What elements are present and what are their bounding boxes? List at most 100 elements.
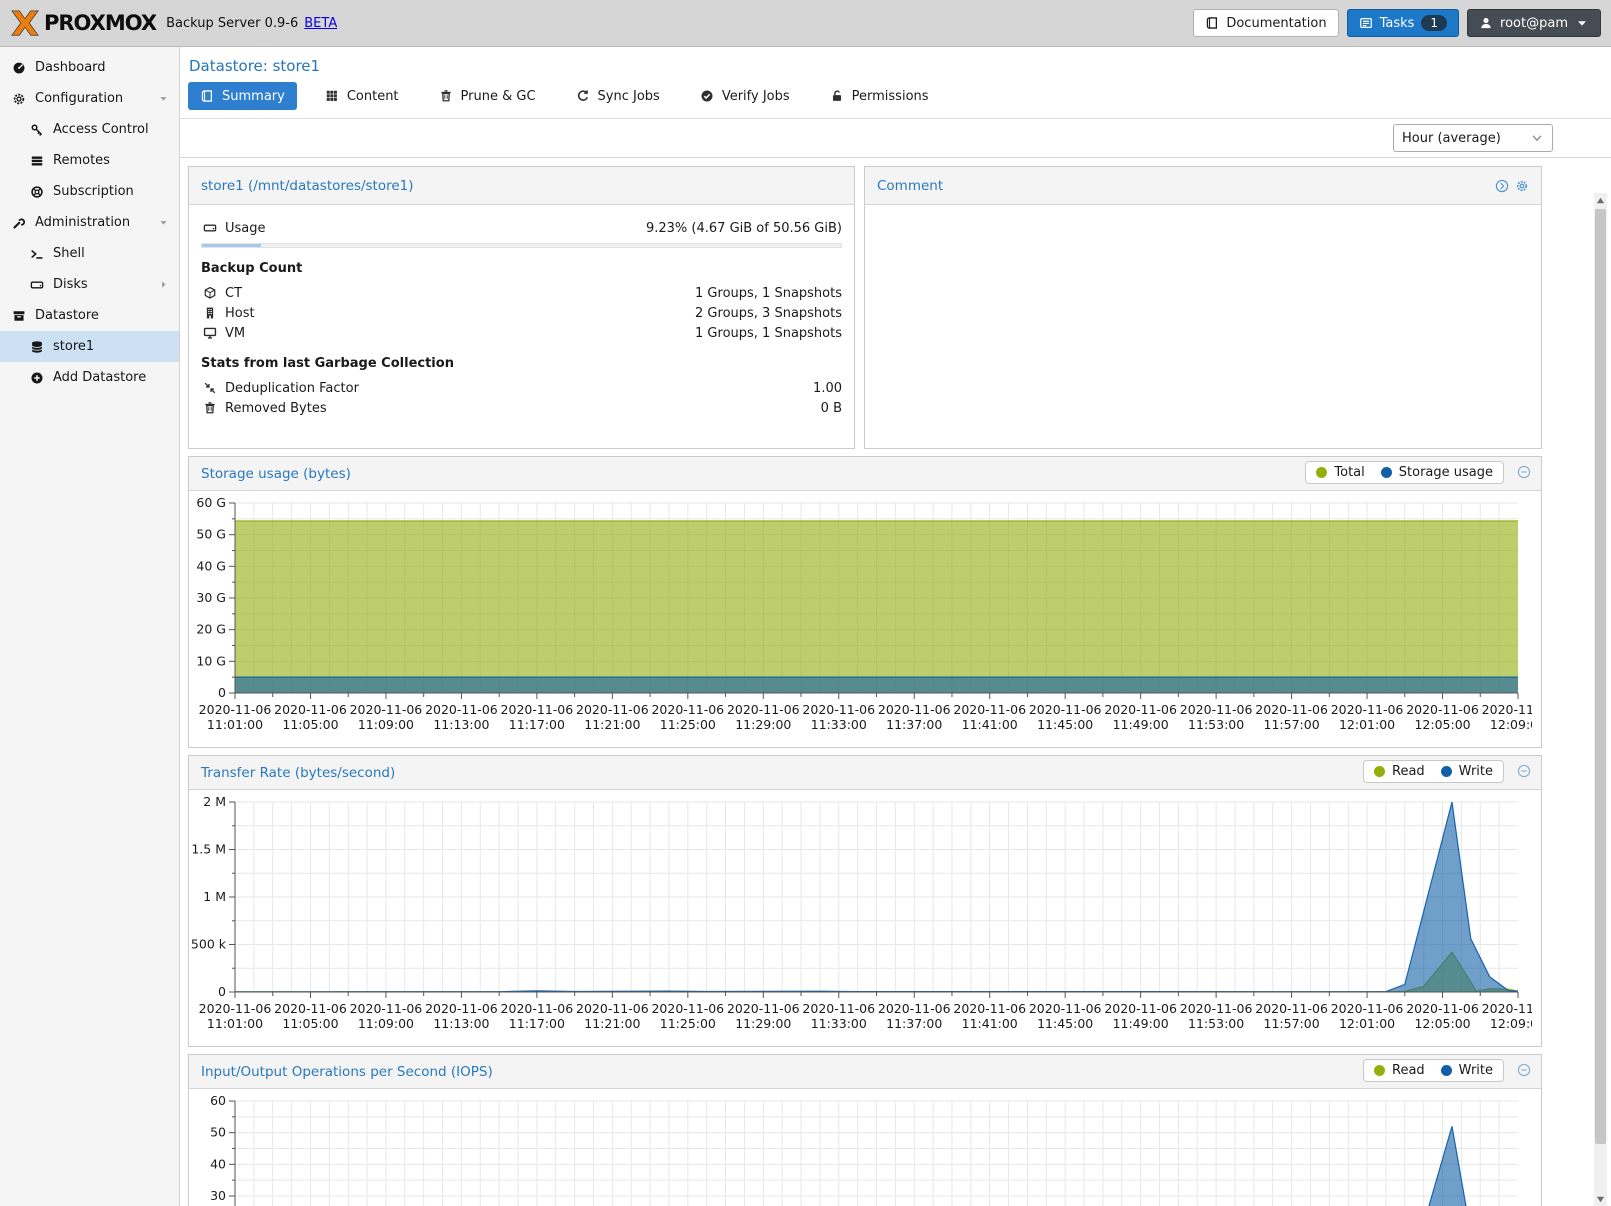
svg-text:11:09:00: 11:09:00: [358, 717, 414, 732]
legend-item[interactable]: Write: [1441, 764, 1493, 779]
svg-text:2020-11-06: 2020-11-06: [1331, 1001, 1404, 1016]
sidebar-nav: Dashboard Configuration Access Control R…: [0, 47, 180, 1206]
svg-text:2 M: 2 M: [203, 794, 226, 809]
legend-item[interactable]: Read: [1374, 1063, 1425, 1078]
iops-title: Input/Output Operations per Second (IOPS…: [201, 1064, 493, 1080]
sidebar-item-label: Configuration: [35, 91, 123, 106]
scrollbar-thumb[interactable]: [1595, 209, 1606, 1144]
chart-legend: Read Write: [1363, 1059, 1504, 1082]
svg-text:2020-11-06: 2020-11-06: [1406, 702, 1479, 717]
svg-text:50: 50: [210, 1125, 226, 1140]
svg-text:12:05:00: 12:05:00: [1414, 1016, 1470, 1031]
tab-verify-jobs[interactable]: Verify Jobs: [688, 82, 802, 110]
beta-link[interactable]: BETA: [304, 16, 337, 31]
tab-content[interactable]: Content: [313, 82, 411, 110]
vertical-scrollbar[interactable]: [1594, 193, 1607, 1206]
chevron-down-icon[interactable]: [158, 93, 169, 104]
gears-icon: [12, 92, 26, 106]
top-bar: PROXMOX Backup Server 0.9-6 BETA Documen…: [0, 0, 1611, 47]
sidebar-item-add-datastore[interactable]: Add Datastore: [0, 362, 179, 393]
svg-text:11:21:00: 11:21:00: [584, 1016, 640, 1031]
svg-text:50 G: 50 G: [196, 527, 226, 542]
legend-item[interactable]: Read: [1374, 764, 1425, 779]
book-icon: [1205, 16, 1219, 30]
circle-minus-icon[interactable]: [1517, 1063, 1531, 1077]
chevron-down-icon[interactable]: [158, 217, 169, 228]
svg-text:2020-11-06: 2020-11-06: [1180, 1001, 1253, 1016]
sidebar-item-access-control[interactable]: Access Control: [0, 114, 179, 145]
legend-label: Total: [1334, 465, 1364, 480]
svg-text:2020-11-06: 2020-11-06: [727, 702, 800, 717]
svg-text:11:25:00: 11:25:00: [660, 1016, 716, 1031]
time-range-select[interactable]: Hour (average): [1393, 124, 1553, 152]
gear-icon[interactable]: [1515, 179, 1529, 193]
svg-text:11:29:00: 11:29:00: [735, 1016, 791, 1031]
gc-stats-heading: Stats from last Garbage Collection: [201, 356, 842, 371]
scroll-down-arrow[interactable]: [1594, 1192, 1607, 1206]
tab-sync-jobs[interactable]: Sync Jobs: [564, 82, 672, 110]
svg-text:2020-11-06: 2020-11-06: [1104, 1001, 1177, 1016]
comment-text[interactable]: [865, 205, 1541, 225]
deduplication-factor-row: Deduplication Factor 1.00: [201, 378, 842, 398]
brand-wordmark: PROXMOX: [44, 11, 156, 35]
svg-text:12:09:00: 12:09:00: [1490, 717, 1532, 732]
terminal-icon: [30, 247, 44, 261]
circle-minus-icon[interactable]: [1517, 764, 1531, 778]
sidebar-item-dashboard[interactable]: Dashboard: [0, 52, 179, 83]
sidebar-item-datastore[interactable]: Datastore: [0, 300, 179, 331]
legend-color-dot: [1374, 766, 1385, 777]
circle-minus-icon[interactable]: [1517, 465, 1531, 479]
sidebar-item-disks[interactable]: Disks: [0, 269, 179, 300]
sidebar-item-label: store1: [53, 339, 94, 354]
svg-text:2020-11-06: 2020-11-06: [425, 1001, 498, 1016]
legend-item[interactable]: Storage usage: [1381, 465, 1493, 480]
svg-text:60 G: 60 G: [196, 495, 226, 510]
svg-text:11:49:00: 11:49:00: [1113, 1016, 1169, 1031]
sidebar-item-subscription[interactable]: Subscription: [0, 176, 179, 207]
sidebar-item-label: Subscription: [53, 184, 134, 199]
svg-text:11:57:00: 11:57:00: [1264, 1016, 1320, 1031]
time-range-value: Hour (average): [1402, 131, 1530, 146]
sidebar-item-configuration[interactable]: Configuration: [0, 83, 179, 114]
sidebar-item-label: Disks: [53, 277, 88, 292]
svg-text:2020-11-06: 2020-11-06: [1104, 702, 1177, 717]
legend-item[interactable]: Write: [1441, 1063, 1493, 1078]
transfer-rate-title: Transfer Rate (bytes/second): [201, 765, 395, 781]
tab-summary[interactable]: Summary: [188, 82, 297, 110]
storage-usage-panel: Storage usage (bytes) Total Storage usag…: [188, 456, 1542, 748]
tasks-button[interactable]: Tasks 1: [1347, 9, 1459, 37]
circle-chevron-right-icon[interactable]: [1495, 179, 1509, 193]
user-icon: [1479, 16, 1493, 30]
tasks-count-badge: 1: [1421, 15, 1447, 31]
usage-progress-bar: [201, 243, 842, 248]
tab-prune-gc[interactable]: Prune & GC: [427, 82, 548, 110]
sidebar-item-administration[interactable]: Administration: [0, 207, 179, 238]
svg-text:20 G: 20 G: [196, 622, 226, 637]
grid-icon: [325, 89, 339, 103]
legend-item[interactable]: Total: [1316, 465, 1364, 480]
svg-text:11:13:00: 11:13:00: [433, 717, 489, 732]
svg-text:11:33:00: 11:33:00: [811, 1016, 867, 1031]
svg-text:11:33:00: 11:33:00: [811, 717, 867, 732]
chevron-right-icon[interactable]: [158, 279, 169, 290]
svg-text:11:41:00: 11:41:00: [962, 1016, 1018, 1031]
usage-label: Usage: [225, 221, 266, 236]
sidebar-item-store1[interactable]: store1: [0, 331, 179, 362]
user-menu-button[interactable]: root@pam: [1467, 9, 1601, 37]
transfer-rate-chart: 2020-11-0611:01:002020-11-0611:05:002020…: [189, 792, 1532, 1042]
chevron-down-icon: [1530, 131, 1544, 145]
svg-text:1.5 M: 1.5 M: [191, 842, 226, 857]
tab-permissions[interactable]: Permissions: [818, 82, 941, 110]
documentation-button[interactable]: Documentation: [1193, 9, 1338, 37]
sidebar-item-shell[interactable]: Shell: [0, 238, 179, 269]
lock-open-icon: [830, 89, 844, 103]
tasks-label: Tasks: [1380, 16, 1415, 31]
svg-text:0: 0: [218, 685, 226, 700]
svg-text:2020-11-06: 2020-11-06: [878, 1001, 951, 1016]
legend-color-dot: [1374, 1065, 1385, 1076]
svg-text:2020-11-06: 2020-11-06: [425, 702, 498, 717]
sidebar-item-remotes[interactable]: Remotes: [0, 145, 179, 176]
sync-icon: [576, 89, 590, 103]
scroll-up-arrow[interactable]: [1594, 193, 1607, 207]
sidebar-item-label: Administration: [35, 215, 130, 230]
